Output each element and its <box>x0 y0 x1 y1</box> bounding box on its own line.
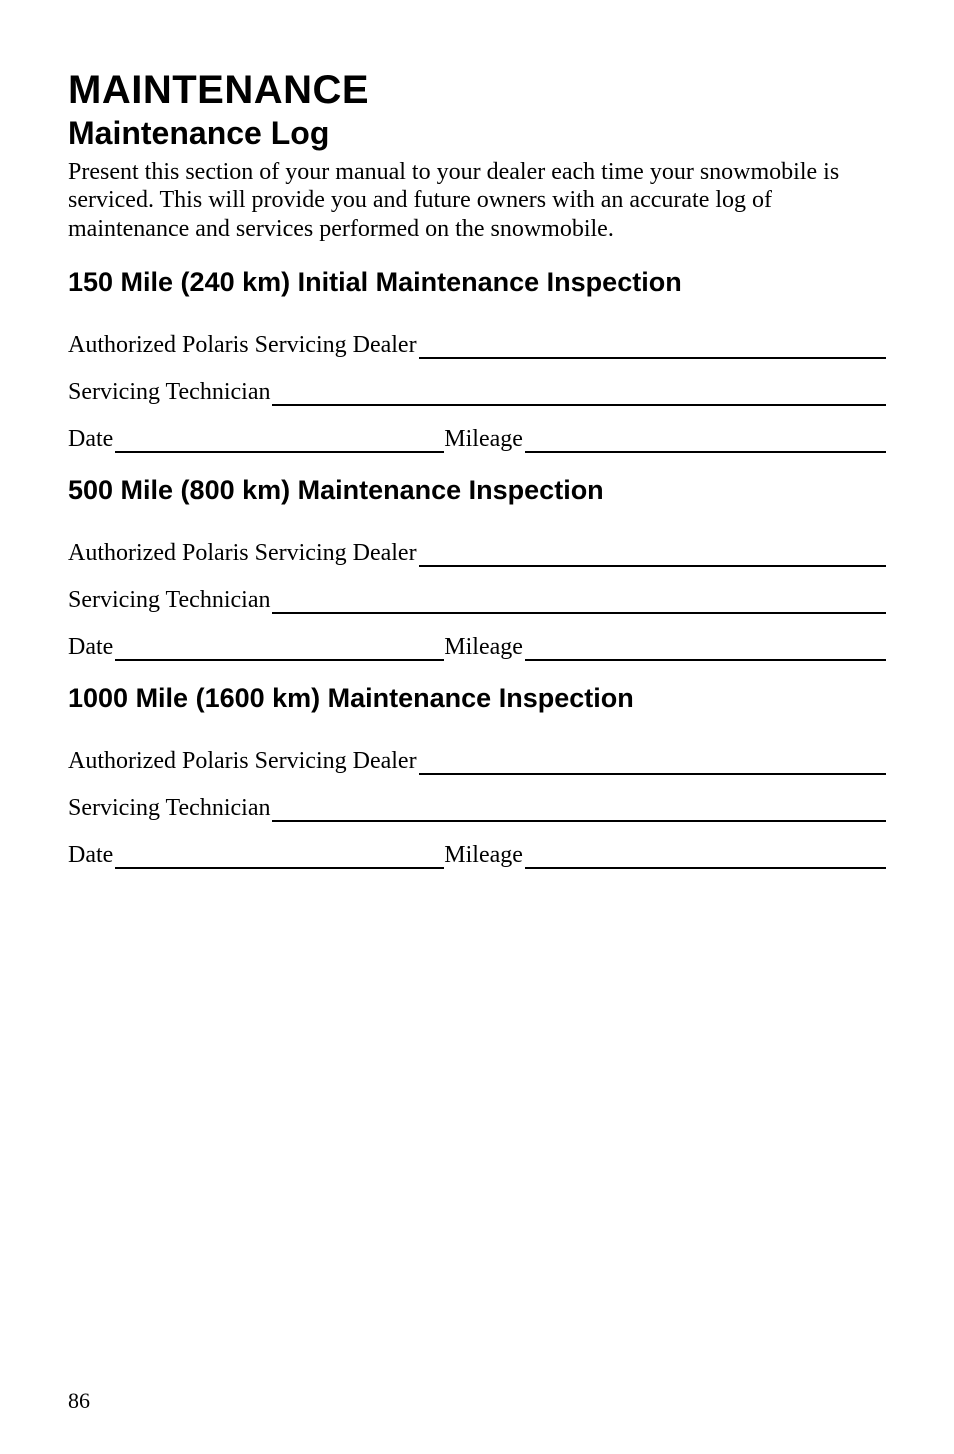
mileage-line[interactable] <box>525 427 886 453</box>
tech-label: Servicing Technician <box>68 795 270 822</box>
date-mileage-row-1000: Date Mileage <box>68 842 886 869</box>
mileage-label: Mileage <box>444 842 523 869</box>
tech-line[interactable] <box>272 380 886 406</box>
dealer-row-1000: Authorized Polaris Servicing Dealer <box>68 748 886 775</box>
page-number: 86 <box>68 1348 886 1414</box>
mileage-label: Mileage <box>444 426 523 453</box>
mileage-line[interactable] <box>525 635 886 661</box>
dealer-line[interactable] <box>419 749 886 775</box>
section-heading-1000: 1000 Mile (1600 km) Maintenance Inspecti… <box>68 683 886 714</box>
tech-label: Servicing Technician <box>68 587 270 614</box>
date-label: Date <box>68 634 113 661</box>
tech-label: Servicing Technician <box>68 379 270 406</box>
dealer-line[interactable] <box>419 333 886 359</box>
dealer-row-150: Authorized Polaris Servicing Dealer <box>68 332 886 359</box>
tech-line[interactable] <box>272 588 886 614</box>
tech-row-1000: Servicing Technician <box>68 795 886 822</box>
section-heading-500: 500 Mile (800 km) Maintenance Inspection <box>68 475 886 506</box>
date-mileage-row-500: Date Mileage <box>68 634 886 661</box>
date-mileage-row-150: Date Mileage <box>68 426 886 453</box>
mileage-line[interactable] <box>525 843 886 869</box>
tech-row-150: Servicing Technician <box>68 379 886 406</box>
page-container: MAINTENANCE Maintenance Log Present this… <box>0 0 954 1454</box>
date-label: Date <box>68 426 113 453</box>
main-heading: MAINTENANCE <box>68 68 886 113</box>
dealer-row-500: Authorized Polaris Servicing Dealer <box>68 540 886 567</box>
dealer-label: Authorized Polaris Servicing Dealer <box>68 540 417 567</box>
date-line[interactable] <box>115 635 444 661</box>
section-heading-150: 150 Mile (240 km) Initial Maintenance In… <box>68 267 886 298</box>
intro-paragraph: Present this section of your manual to y… <box>68 158 886 243</box>
tech-row-500: Servicing Technician <box>68 587 886 614</box>
date-label: Date <box>68 842 113 869</box>
mileage-label: Mileage <box>444 634 523 661</box>
dealer-label: Authorized Polaris Servicing Dealer <box>68 332 417 359</box>
sub-heading: Maintenance Log <box>68 115 886 152</box>
tech-line[interactable] <box>272 796 886 822</box>
dealer-line[interactable] <box>419 541 886 567</box>
date-line[interactable] <box>115 843 444 869</box>
dealer-label: Authorized Polaris Servicing Dealer <box>68 748 417 775</box>
date-line[interactable] <box>115 427 444 453</box>
